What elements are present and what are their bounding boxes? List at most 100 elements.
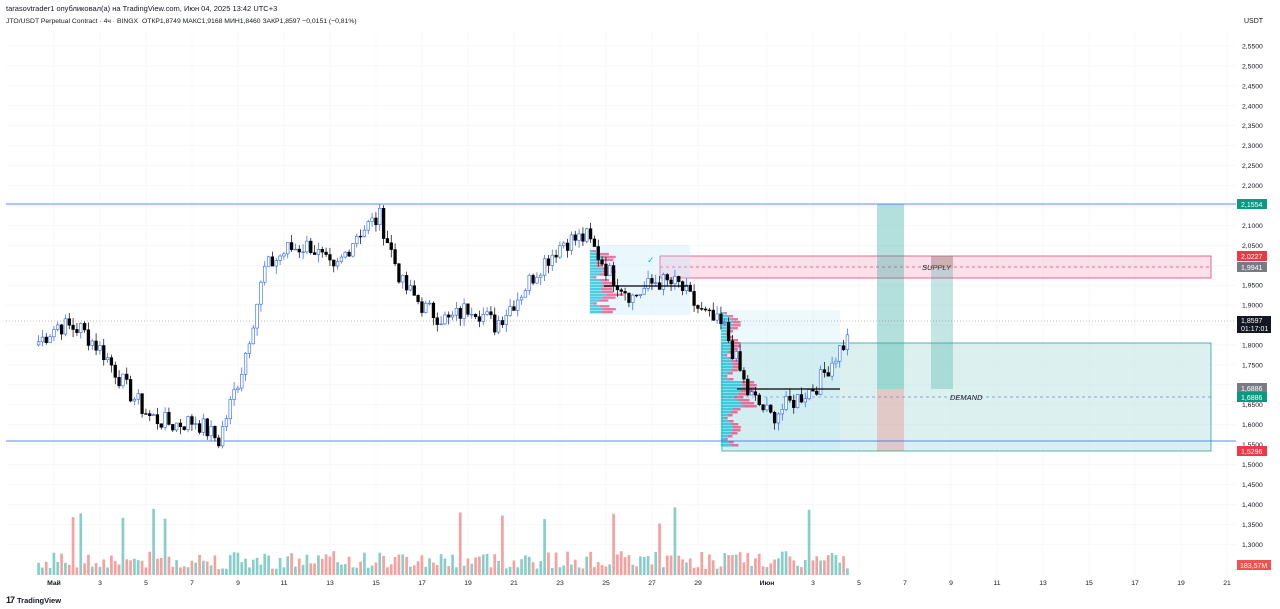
- candle-down: [435, 317, 439, 325]
- volume-bar-up: [539, 561, 543, 575]
- candle-up: [443, 314, 447, 325]
- candle-up: [63, 318, 68, 335]
- volume-profile-row: [728, 336, 734, 339]
- time-axis[interactable]: Май 3 5 7 9 11 13 15 17 19 21 23 25 27 29 Июн 3 5 7 9 11 13 15…: [47, 579, 1231, 587]
- close-value: ЗАКР1,8597: [262, 18, 301, 25]
- volume-profile-row: [728, 330, 733, 333]
- volume-bar-up: [90, 566, 94, 575]
- volume-bar-down: [815, 556, 819, 575]
- volume-profile-row: [593, 250, 596, 253]
- price-axis[interactable]: 2,5500 2,5000 2,4500 2,4000 2,3500 2,3000 2,25…: [1242, 44, 1263, 549]
- volume-bar-down: [696, 567, 700, 575]
- volume-bar-up: [550, 567, 554, 575]
- volume-profile-row: [721, 327, 732, 330]
- volume-bar-down: [719, 566, 723, 575]
- candle-down: [588, 228, 593, 240]
- volume-bar-down: [125, 559, 129, 575]
- candle-down: [75, 329, 79, 333]
- candle-down: [71, 324, 75, 330]
- volume-bar-down: [811, 560, 815, 575]
- volume-profile-row: [596, 264, 604, 267]
- volume-bar-down: [738, 552, 742, 575]
- volume-profile-row: [601, 310, 613, 314]
- candle-up: [542, 258, 547, 276]
- candle-down: [665, 274, 669, 281]
- volume-profile-row: [721, 444, 732, 447]
- volume-profile-row: [721, 339, 732, 342]
- volume-profile-row: [721, 363, 733, 366]
- volume-profile-row: [721, 441, 729, 444]
- volume-bar-down: [708, 554, 711, 575]
- volume-profile-row: [721, 336, 729, 339]
- demand-zone[interactable]: [721, 342, 1212, 452]
- volume-bar-down: [478, 556, 481, 575]
- supply-mid-tag-text: 1,9941: [1241, 265, 1263, 272]
- price-tick: 2,5000: [1242, 63, 1263, 70]
- candle-down: [205, 418, 209, 437]
- volume-bar-down: [458, 512, 462, 575]
- volume-bar-up: [470, 563, 474, 575]
- volume-profile-row: [721, 384, 743, 387]
- volume-profile-row: [727, 414, 733, 417]
- volume-profile-row: [593, 276, 597, 279]
- volume-bar-down: [512, 560, 516, 575]
- volume-profile-row: [721, 432, 731, 435]
- candle-down: [799, 394, 804, 403]
- position-tool-1-profit[interactable]: [877, 204, 904, 389]
- volume-profile-row: [731, 327, 738, 330]
- volume-bar-down: [140, 560, 144, 575]
- candle-up: [776, 413, 781, 424]
- volume-profile-row: [721, 414, 728, 417]
- time-tick: 23: [556, 580, 564, 587]
- volume-profile-row: [732, 429, 741, 432]
- candle-up: [673, 276, 677, 285]
- price-tick: 1,7500: [1242, 362, 1263, 369]
- tradingview-brand[interactable]: 17 TradingView: [6, 595, 61, 605]
- volume-bar-down: [110, 555, 113, 575]
- candle-up: [642, 288, 646, 295]
- volume-bar-down: [757, 553, 761, 575]
- volume-bar-down: [382, 555, 385, 575]
- candle-down: [270, 256, 275, 267]
- candle-down: [596, 246, 600, 261]
- volume-profile-row: [590, 284, 602, 288]
- candle-up: [439, 323, 443, 326]
- candle-down: [404, 275, 409, 291]
- volume-bar-up: [64, 562, 67, 575]
- position-tool-1-loss[interactable]: [877, 389, 904, 451]
- poc-tag-1: [1237, 383, 1267, 393]
- volume-profile-row: [599, 305, 610, 308]
- candle-up: [838, 345, 842, 362]
- volume-bar-up: [846, 568, 849, 575]
- candle-down: [332, 259, 336, 267]
- candle-up: [278, 255, 282, 261]
- price-tick: 2,5500: [1242, 44, 1263, 51]
- candle-down: [726, 322, 731, 342]
- candle-up: [684, 284, 689, 291]
- candle-down: [707, 309, 712, 312]
- position-tool-2-profit[interactable]: [931, 256, 953, 389]
- candle-down: [458, 308, 462, 319]
- candle-up: [366, 221, 370, 231]
- candle-up: [251, 327, 255, 345]
- candle-down: [500, 320, 505, 325]
- volume-bar-down: [742, 562, 746, 575]
- position-tool-2-loss[interactable]: [931, 256, 953, 268]
- check-mark-icon: ✓: [647, 255, 655, 265]
- candle-up: [282, 253, 286, 257]
- candle-down: [94, 340, 98, 351]
- candle-down: [67, 318, 71, 326]
- volume-profile-row: [721, 408, 733, 411]
- volume-bar-down: [182, 566, 186, 575]
- candle-up: [224, 418, 229, 427]
- volume-bar-up: [803, 560, 807, 575]
- price-tick: 2,2500: [1242, 163, 1263, 170]
- candle-up: [485, 311, 489, 315]
- volume-bar-up: [639, 556, 642, 575]
- volume-bar-up: [343, 564, 347, 575]
- candle-down: [730, 340, 735, 360]
- volume-bar-up: [186, 567, 190, 575]
- candle-down: [650, 278, 654, 284]
- candle-down: [389, 242, 393, 250]
